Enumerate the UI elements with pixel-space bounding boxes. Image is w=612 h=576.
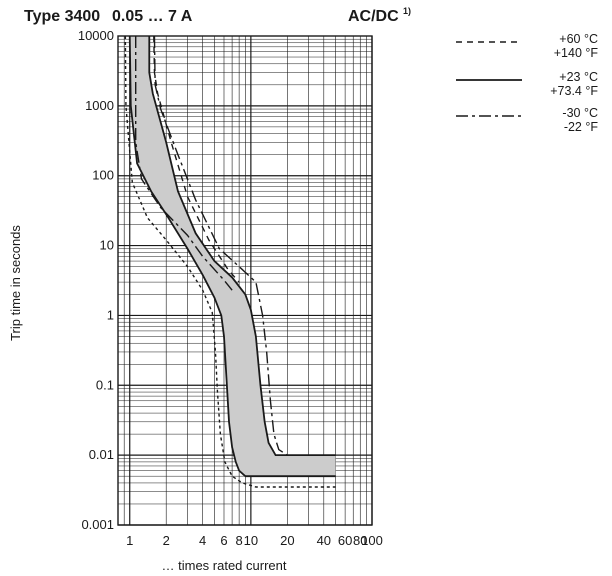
y-tick-label: 10000 [78,28,114,43]
legend-label-alt: +73.4 °F [550,84,598,98]
legend: +60 °C+140 °F +23 °C+73.4 °F -30 °C-22 °F [456,32,598,134]
series-line-1-2 [148,36,336,457]
y-tick-label: 100 [92,168,114,183]
legend-label-alt: +140 °F [554,46,599,60]
x-tick-label: 10 [244,533,258,548]
series-line-1-1 [128,35,336,478]
y-tick-label: 1 [107,307,114,322]
x-tick-label: 4 [199,533,206,548]
y-tick-label: 0.01 [89,447,114,462]
y-tick-label: 0.001 [81,517,114,532]
x-tick-label: 100 [361,533,383,548]
series-line-2-1 [124,35,336,488]
chart-title-current: AC/DC [348,8,399,25]
x-tick-label: 40 [317,533,331,548]
x-tick-label: 1 [126,533,133,548]
x-tick-label: 60 [338,533,352,548]
x-tick-label: 6 [220,533,227,548]
x-tick-label: 8 [236,533,243,548]
series-line-3-1 [135,36,233,291]
chart-title-range: 0.05 … 7 A [112,8,193,25]
legend-label: +23 °C [559,70,598,84]
y-tick-label: 0.1 [96,377,114,392]
legend-label: +60 °C [559,32,598,46]
series-line-3-2 [153,35,288,456]
legend-label-alt: -22 °F [564,120,599,134]
x-tick-label: 20 [280,533,294,548]
plot-frame [117,35,373,526]
y-tick-label: 1000 [85,98,114,113]
series-line-2-2 [153,35,240,283]
y-tick-label: 10 [100,238,114,253]
legend-label: -30 °C [562,106,598,120]
chart-title: Type 3400 [24,8,100,25]
y-axis-label: Trip time in seconds [8,225,23,341]
x-tick-label: 2 [163,533,170,548]
x-axis-label: … times rated current [162,558,287,573]
chart-title-note: 1) [403,6,411,16]
x-tick-label: 80 [353,533,367,548]
